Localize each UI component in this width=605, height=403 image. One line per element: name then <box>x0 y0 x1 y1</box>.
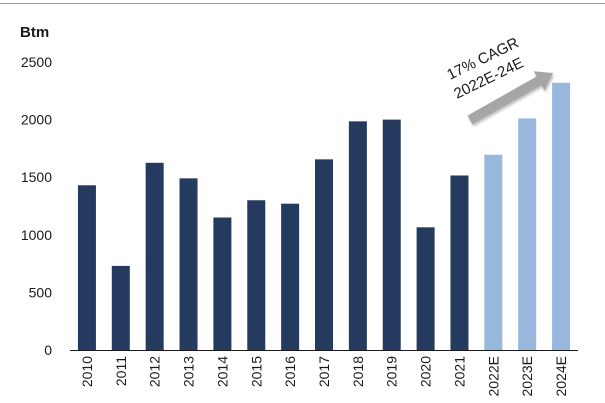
bar-2020 <box>416 227 435 350</box>
x-tick-label: 2012 <box>147 356 163 387</box>
bar-2013 <box>179 178 198 350</box>
y-axis: 0 500 1000 1500 2000 2500 <box>21 54 52 358</box>
bar-2011 <box>111 265 130 350</box>
bar-2010 <box>77 185 96 350</box>
bar-2023E <box>518 118 537 350</box>
bar-2022E <box>484 154 503 350</box>
x-tick-label: 2023E <box>519 356 535 396</box>
bars <box>77 82 571 351</box>
y-tick-label: 500 <box>29 284 53 300</box>
bar-2014 <box>213 217 232 350</box>
x-tick-label: 2024E <box>553 356 569 396</box>
y-tick-label: 0 <box>44 342 52 358</box>
x-tick-label: 2019 <box>384 356 400 387</box>
cagr-annotation: 17% CAGR 2022E-24E <box>444 34 553 125</box>
x-tick-label: 2018 <box>350 356 366 387</box>
bar-2016 <box>281 203 300 350</box>
x-tick-label: 2015 <box>248 356 264 387</box>
y-tick-label: 2000 <box>21 112 52 128</box>
x-tick-label: 2011 <box>113 356 129 386</box>
x-tick-label: 2010 <box>79 356 95 387</box>
x-tick-label: 2016 <box>282 356 298 387</box>
bar-2012 <box>145 162 164 350</box>
y-unit-label: Btm <box>20 24 49 41</box>
bar-2024E <box>552 82 571 351</box>
x-tick-label: 2020 <box>418 356 434 387</box>
x-tick-label: 2014 <box>214 356 230 387</box>
x-tick-label: 2021 <box>451 356 467 387</box>
top-border <box>0 3 605 4</box>
bar-2017 <box>315 159 333 350</box>
x-tick-label: 2017 <box>316 356 332 387</box>
y-tick-label: 1000 <box>21 227 52 243</box>
cagr-arrow <box>467 71 553 125</box>
y-tick-label: 2500 <box>21 54 52 70</box>
x-tick-label: 2022E <box>485 356 501 396</box>
x-axis: 2010 2011 2012 2013 2014 2015 2016 2017 2018 2019… <box>79 356 569 397</box>
bar-2018 <box>348 121 367 350</box>
bar-2015 <box>247 200 266 350</box>
y-tick-label: 1500 <box>21 169 52 185</box>
x-tick-label: 2013 <box>181 356 197 387</box>
bar-2021 <box>450 175 469 350</box>
bar-2019 <box>382 119 401 350</box>
